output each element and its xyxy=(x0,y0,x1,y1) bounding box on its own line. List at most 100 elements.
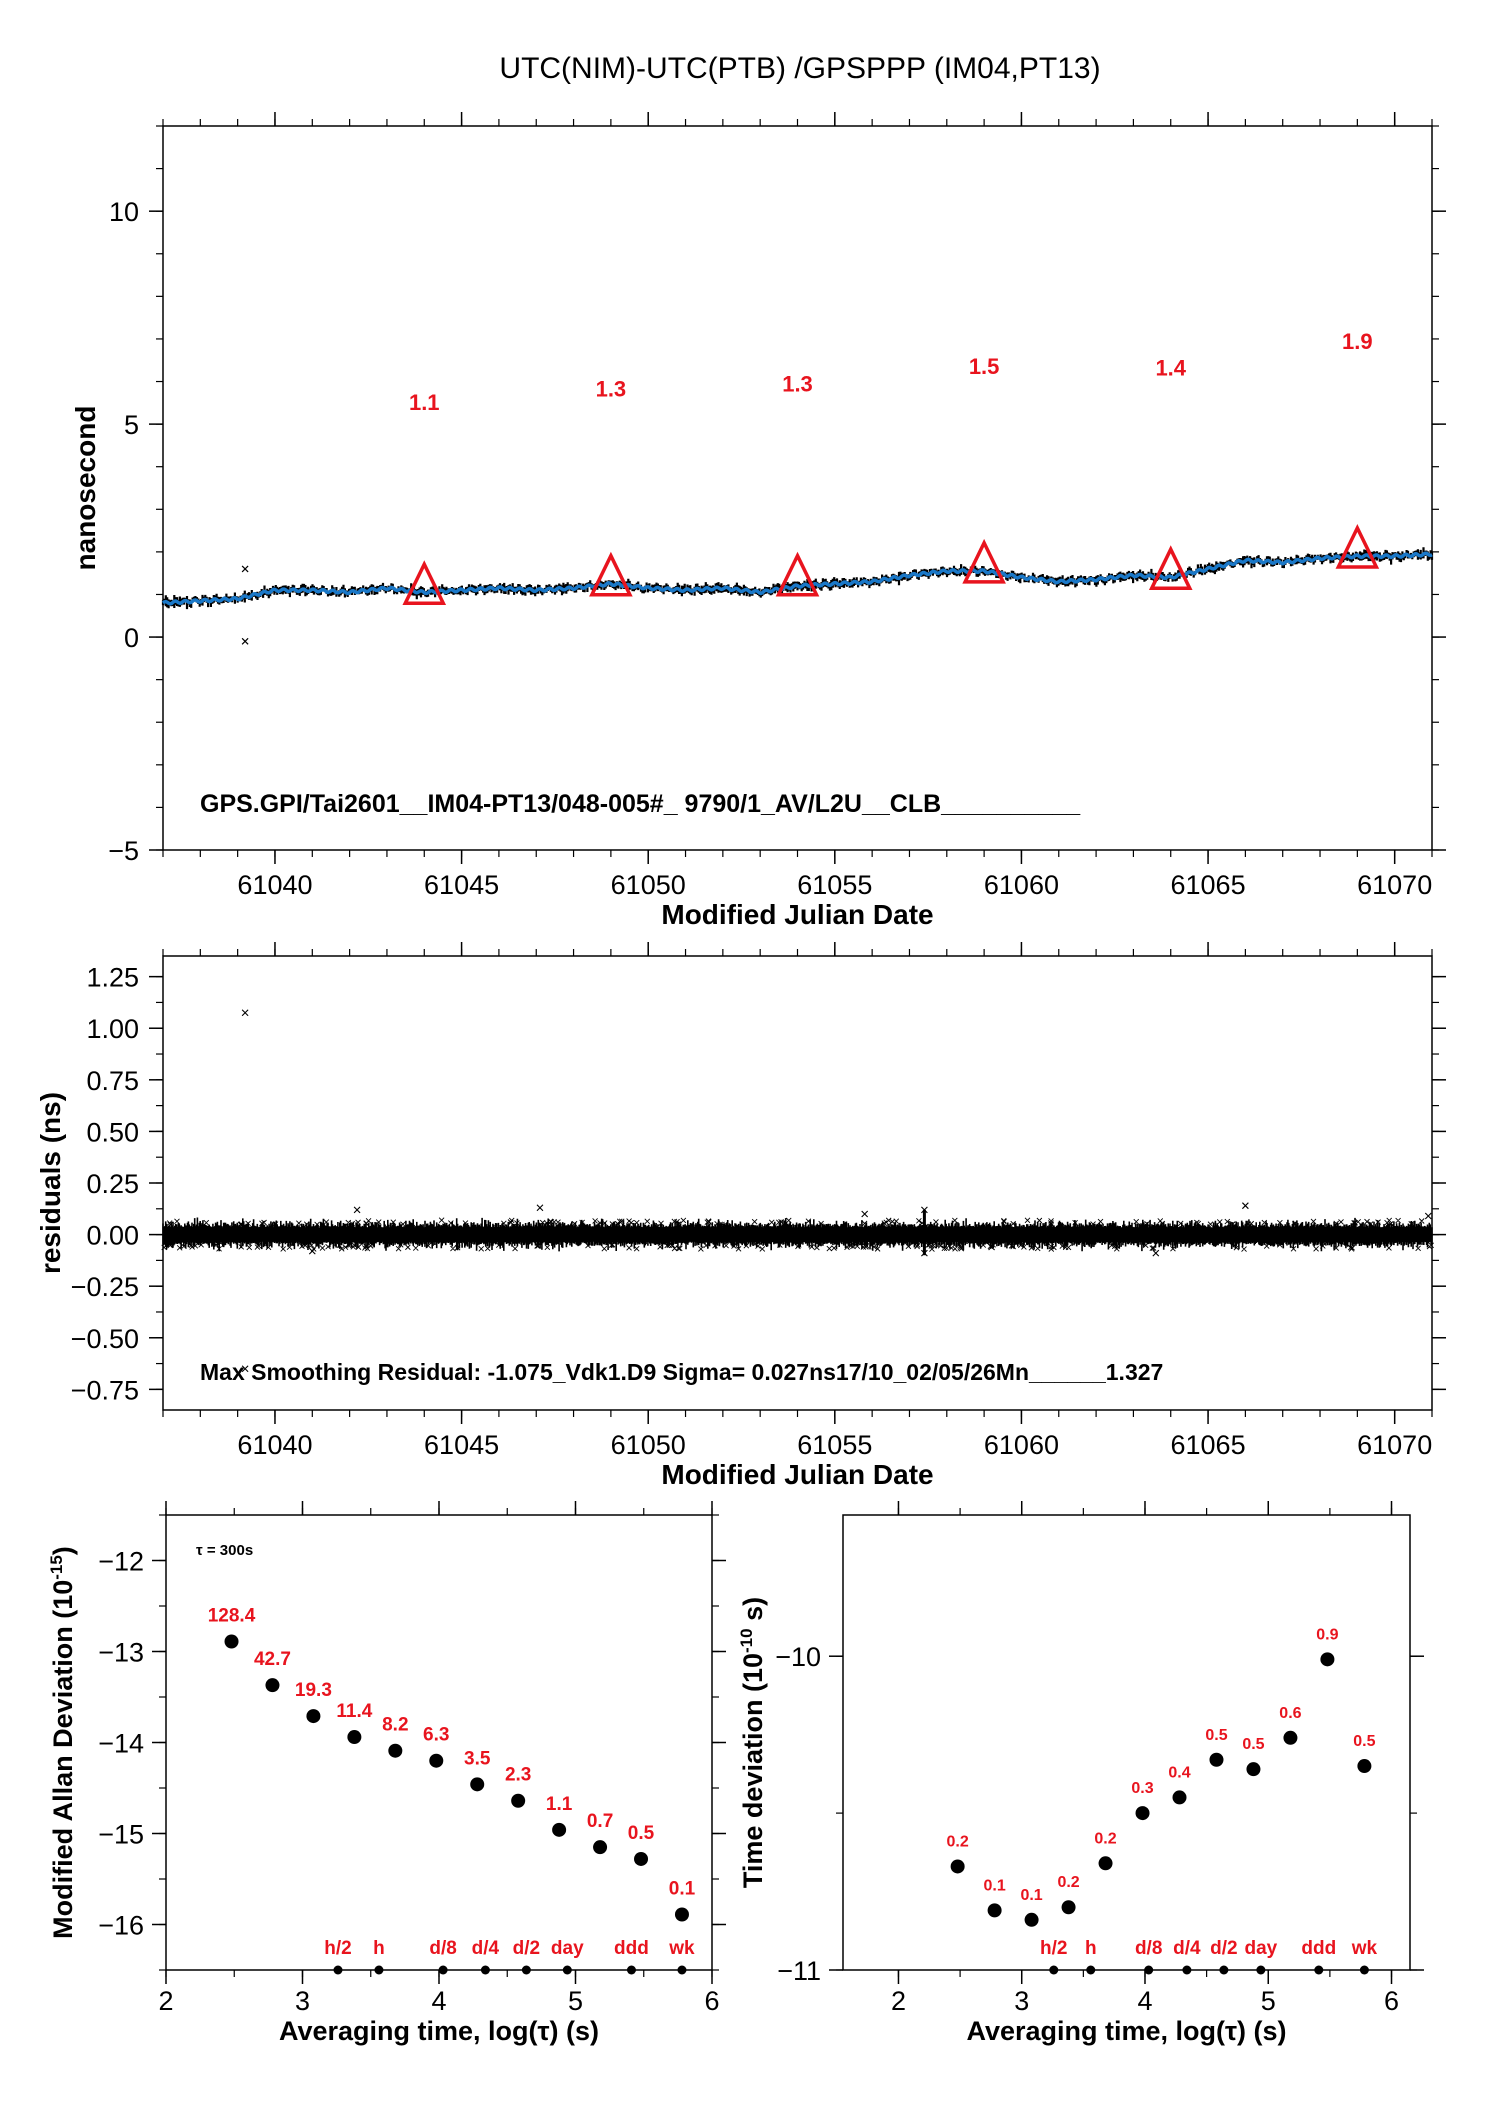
x-tick-label: 5 xyxy=(1261,1986,1276,2016)
point-value-label: 0.5 xyxy=(1353,1733,1375,1750)
triangle-value-label: 1.3 xyxy=(596,377,627,402)
y-axis-label-exponent: -15 xyxy=(47,1555,66,1580)
deviation-point xyxy=(950,1859,965,1874)
x-tick-label: 61060 xyxy=(984,1430,1059,1460)
x-tick-label: 61065 xyxy=(1171,1430,1246,1460)
outlier-point xyxy=(861,1210,869,1218)
y-tick-label: 10 xyxy=(109,197,139,227)
deviation-point xyxy=(1135,1806,1150,1821)
interval-marker xyxy=(1359,1965,1369,1975)
y-tick-label: 0.00 xyxy=(86,1221,139,1251)
point-value-label: 0.1 xyxy=(983,1877,1005,1894)
point-value-label: 1.1 xyxy=(546,1794,573,1815)
interval-marker xyxy=(562,1965,572,1975)
interval-marker xyxy=(374,1965,384,1975)
x-tick-label: 61060 xyxy=(984,870,1059,900)
point-value-label: 6.3 xyxy=(423,1725,449,1746)
deviation-point xyxy=(347,1730,362,1745)
y-tick-label: −12 xyxy=(98,1547,144,1577)
point-value-label: 8.2 xyxy=(382,1715,408,1736)
point-value-label: 2.3 xyxy=(505,1765,531,1786)
y-axis-label-exponent: -10 xyxy=(737,1628,756,1653)
interval-marker-label: h xyxy=(1085,1938,1097,1959)
x-tick-label: 6 xyxy=(704,1986,719,2016)
interval-marker xyxy=(333,1965,343,1975)
triangle-marker xyxy=(1335,524,1380,569)
triangle-marker xyxy=(402,560,447,605)
y-tick-label: −0.25 xyxy=(71,1272,139,1302)
deviation-point xyxy=(1024,1912,1039,1927)
triangle-value-label: 1.9 xyxy=(1342,329,1373,354)
outlier-point xyxy=(241,565,249,573)
deviation-point xyxy=(674,1907,689,1922)
interval-marker-label: wk xyxy=(668,1938,695,1959)
interval-marker xyxy=(1144,1965,1154,1975)
deviation-point xyxy=(1098,1856,1113,1871)
y-axis-label: Modified Allan Deviation (10-15) xyxy=(47,1546,78,1939)
y-tick-label: −11 xyxy=(777,1956,821,1986)
deviation-point xyxy=(1246,1762,1261,1777)
interval-marker xyxy=(677,1965,687,1975)
interval-marker xyxy=(1049,1965,1059,1975)
series-info-annotation: GPS.GPI/Tai2601__IM04-PT13/048-005#_ 979… xyxy=(200,790,1081,818)
x-tick-label: 2 xyxy=(158,1986,173,2016)
point-value-label: 0.2 xyxy=(947,1833,969,1850)
point-value-label: 0.7 xyxy=(587,1811,613,1832)
triangle-value-label: 1.3 xyxy=(782,372,813,397)
residuals-panel: 61040 61045 61050 61055 61060 61065 61070 −0.75… xyxy=(35,942,1446,1490)
interval-marker-label: h/2 xyxy=(1040,1938,1067,1959)
deviation-point xyxy=(987,1903,1002,1918)
interval-marker xyxy=(626,1965,636,1975)
y-tick-label: 0.50 xyxy=(86,1117,139,1147)
interval-marker-label: d/2 xyxy=(513,1938,540,1959)
deviation-point xyxy=(593,1840,608,1855)
interval-marker-label: d/4 xyxy=(1173,1938,1201,1959)
interval-marker-label: h xyxy=(373,1938,385,1959)
point-value-label: 0.4 xyxy=(1168,1764,1190,1781)
tau-note: τ = 300s xyxy=(196,1542,253,1559)
interval-marker-label: ddd xyxy=(614,1938,649,1959)
y-tick-label: −10 xyxy=(775,1642,821,1672)
x-tick-label: 4 xyxy=(1137,1986,1152,2016)
figure-title: UTC(NIM)-UTC(PTB) /GPSPPP (IM04,PT13) xyxy=(499,52,1100,85)
deviation-point xyxy=(552,1822,567,1837)
allan-deviation-panel: 2 3 4 5 6 −16 −15 −14 −13 −12 Averaging time, log(… xyxy=(47,1501,726,2046)
point-value-label: 0.5 xyxy=(628,1823,655,1844)
interval-marker-label: day xyxy=(1244,1938,1277,1959)
interval-marker-label: h/2 xyxy=(324,1938,351,1959)
outlier-point xyxy=(988,1243,995,1251)
x-tick-label: 3 xyxy=(295,1986,310,2016)
point-value-label: 0.6 xyxy=(1279,1705,1301,1722)
deviation-point xyxy=(634,1851,649,1866)
x-tick-label: 61045 xyxy=(424,1430,499,1460)
y-tick-label: 0 xyxy=(124,623,139,653)
point-value-label: 19.3 xyxy=(295,1680,332,1701)
interval-marker xyxy=(1086,1965,1096,1975)
interval-marker-label: d/8 xyxy=(429,1938,456,1959)
deviation-point xyxy=(1209,1752,1224,1767)
y-axis-label-tail: s) xyxy=(738,1597,768,1629)
residual-band xyxy=(162,1217,1433,1252)
interval-marker xyxy=(1314,1965,1324,1975)
deviation-point xyxy=(1283,1730,1298,1745)
y-tick-label: −0.75 xyxy=(71,1375,139,1405)
x-tick-label: 6 xyxy=(1384,1986,1399,2016)
y-tick-label: 5 xyxy=(124,410,139,440)
triangle-marker xyxy=(962,538,1006,584)
x-tick-label: 61065 xyxy=(1171,870,1246,900)
interval-marker xyxy=(521,1965,531,1975)
plot-frame xyxy=(842,1514,1411,1971)
time-series-panel: 61040 61045 61050 61055 61060 61065 61070 −5 0 5 1… xyxy=(70,112,1446,930)
deviation-point xyxy=(1357,1759,1372,1774)
point-value-label: 0.2 xyxy=(1057,1874,1079,1891)
y-axis-label-main: Modified Allan Deviation (10 xyxy=(48,1580,78,1939)
y-axis-label-main: Time deviation (10 xyxy=(738,1653,768,1888)
outlier-point xyxy=(241,637,249,645)
x-tick-label: 2 xyxy=(891,1986,906,2016)
x-tick-label: 61070 xyxy=(1357,1430,1432,1460)
y-tick-label: 0.25 xyxy=(86,1169,139,1199)
point-value-label: 3.5 xyxy=(464,1748,491,1769)
interval-marker xyxy=(1182,1965,1192,1975)
y-tick-label: −13 xyxy=(98,1638,144,1668)
